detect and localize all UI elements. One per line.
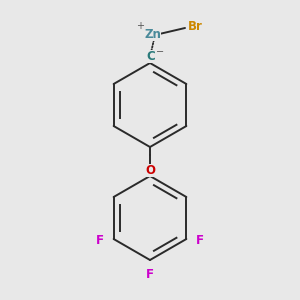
Text: O: O (145, 164, 155, 176)
Text: +: + (136, 21, 144, 31)
Text: C: C (147, 50, 155, 62)
Text: F: F (96, 235, 104, 248)
Text: −: − (156, 47, 164, 57)
Text: F: F (196, 235, 204, 248)
Text: Br: Br (188, 20, 202, 32)
Text: F: F (146, 268, 154, 281)
Text: Zn: Zn (145, 28, 161, 40)
